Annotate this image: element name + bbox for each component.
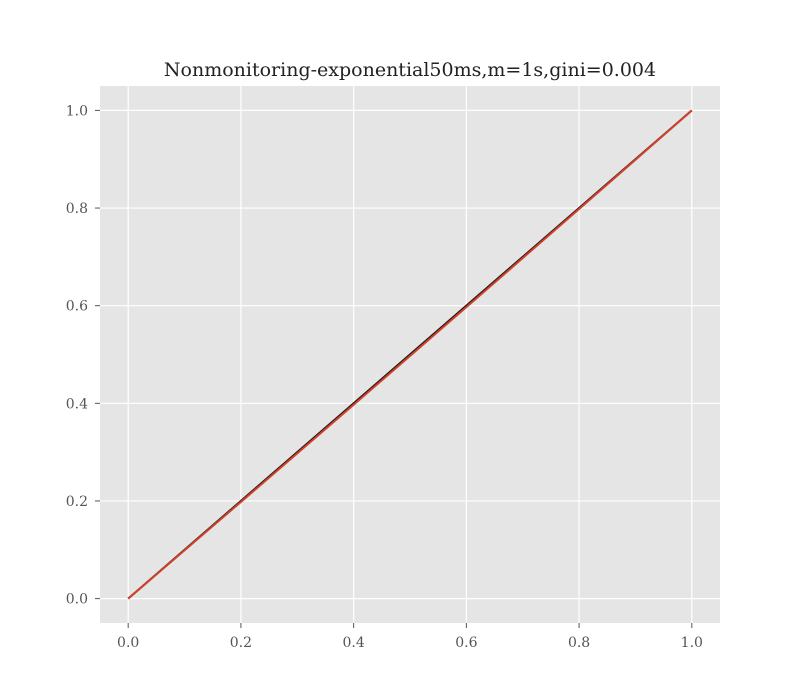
y-tick-label: 0.0 <box>66 592 88 608</box>
series-line-2 <box>127 109 693 600</box>
grid <box>100 86 720 623</box>
x-tick-label: 1.0 <box>681 635 703 651</box>
y-tick-label: 0.2 <box>66 494 88 510</box>
x-tick-label: 0.2 <box>230 635 252 651</box>
y-tick-label: 1.0 <box>66 103 88 119</box>
y-tick-label: 0.4 <box>66 396 88 412</box>
x-tick-label: 0.6 <box>455 635 477 651</box>
y-tick-label: 0.8 <box>66 201 88 217</box>
chart-title: Nonmonitoring-exponential50ms,m=1s,gini=… <box>164 59 656 81</box>
series-group <box>127 109 693 600</box>
x-tick-label: 0.8 <box>568 635 590 651</box>
y-axis: 0.0 0.2 0.4 0.6 0.8 1.0 <box>66 103 100 608</box>
x-tick-label: 0.0 <box>117 635 139 651</box>
x-axis: 0.0 0.2 0.4 0.6 0.8 1.0 <box>117 623 703 651</box>
y-tick-label: 0.6 <box>66 299 88 315</box>
x-tick-label: 0.4 <box>343 635 365 651</box>
